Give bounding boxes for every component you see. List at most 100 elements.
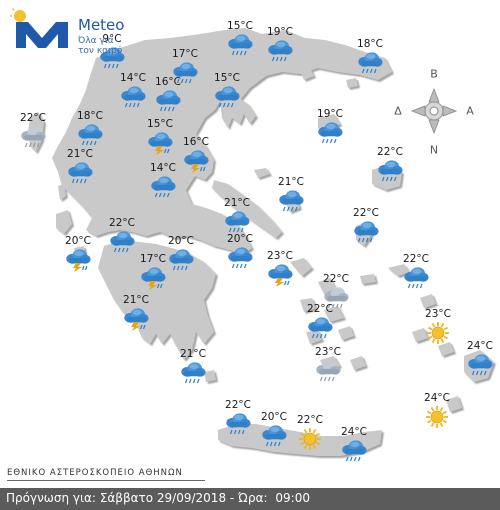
cyclades bbox=[290, 258, 366, 372]
observatory-underline bbox=[7, 480, 205, 481]
station-temperature: 20°C bbox=[227, 233, 253, 245]
station-temperature: 24°C bbox=[467, 340, 493, 352]
station-temperature: 22°C bbox=[109, 217, 135, 229]
rain-cloud-icon bbox=[265, 39, 295, 68]
station-temperature: 23°C bbox=[267, 250, 293, 262]
logo-name: Meteo bbox=[78, 16, 125, 34]
forecast-time-label: Ώρα: bbox=[238, 491, 268, 505]
station-temperature: 22°C bbox=[20, 112, 46, 124]
rain-cloud-icon bbox=[351, 220, 381, 249]
rain-cloud-icon bbox=[178, 361, 208, 390]
logo-tagline: Όλα για τον καιρό bbox=[78, 36, 123, 56]
sun-icon bbox=[295, 427, 325, 456]
sun-icon bbox=[422, 405, 452, 434]
station-temperature: 15°C bbox=[227, 20, 253, 32]
rain-cloud-icon bbox=[170, 61, 200, 90]
station-temperature: 17°C bbox=[140, 253, 166, 265]
dodecanese bbox=[412, 294, 494, 412]
rain-cloud-icon bbox=[225, 246, 255, 275]
cloudy-icon bbox=[321, 286, 351, 315]
station-temperature: 22°C bbox=[403, 253, 429, 265]
station-temperature: 15°C bbox=[214, 72, 240, 84]
station-temperature: 16°C bbox=[155, 76, 181, 88]
rain-cloud-icon bbox=[305, 316, 335, 345]
station-temperature: 18°C bbox=[77, 110, 103, 122]
forecast-time: 09:00 bbox=[275, 491, 310, 505]
ikaria bbox=[360, 274, 376, 284]
station-temperature: 20°C bbox=[261, 411, 287, 423]
rain-cloud-icon bbox=[259, 424, 289, 453]
station-temperature: 22°C bbox=[225, 399, 251, 411]
station-temperature: 22°C bbox=[323, 273, 349, 285]
station-temperature: 23°C bbox=[315, 346, 341, 358]
thasos bbox=[300, 68, 314, 80]
rain-cloud-icon bbox=[107, 230, 137, 259]
rain-cloud-icon bbox=[401, 266, 431, 295]
thunderstorm-icon bbox=[63, 248, 93, 277]
station-temperature: 21°C bbox=[224, 197, 250, 209]
station-temperature: 22°C bbox=[353, 207, 379, 219]
rain-cloud-icon bbox=[75, 123, 105, 152]
rain-cloud-icon bbox=[225, 33, 255, 62]
rain-cloud-icon bbox=[276, 189, 306, 218]
rain-cloud-icon bbox=[315, 121, 345, 150]
samos bbox=[388, 264, 410, 276]
forecast-footer: Πρόγνωση για: Σάββατο 29/09/2018 - Ώρα: … bbox=[0, 488, 500, 510]
sporades bbox=[254, 168, 270, 178]
station-temperature: 22°C bbox=[377, 146, 403, 158]
forecast-date: Σάββατο 29/09/2018 bbox=[99, 491, 227, 505]
station-temperature: 18°C bbox=[357, 38, 383, 50]
thunderstorm-icon bbox=[121, 307, 151, 336]
rain-cloud-icon bbox=[375, 159, 405, 188]
meteo-logo: Meteo Όλα για τον καιρό bbox=[10, 6, 130, 56]
compass-north-label: Β bbox=[430, 67, 438, 81]
rain-cloud-icon bbox=[118, 85, 148, 114]
rain-cloud-icon bbox=[153, 89, 183, 118]
cloudy-icon bbox=[18, 125, 48, 154]
compass-west-label: Δ bbox=[394, 104, 402, 118]
samothraki bbox=[346, 78, 358, 88]
peloponnese bbox=[98, 240, 216, 360]
station-temperature: 24°C bbox=[341, 426, 367, 438]
thunderstorm-icon bbox=[265, 263, 295, 292]
compass-rose bbox=[410, 87, 458, 135]
station-temperature: 17°C bbox=[172, 48, 198, 60]
rain-cloud-icon bbox=[222, 210, 252, 239]
station-temperature: 19°C bbox=[317, 108, 343, 120]
station-temperature: 14°C bbox=[150, 162, 176, 174]
forecast-prefix: Πρόγνωση για: bbox=[6, 491, 96, 505]
station-temperature: 21°C bbox=[123, 294, 149, 306]
station-temperature: 22°C bbox=[297, 414, 323, 426]
sun-icon bbox=[423, 321, 453, 350]
mainland-north bbox=[52, 28, 392, 254]
station-temperature: 21°C bbox=[67, 148, 93, 160]
meteo-m-icon bbox=[10, 6, 68, 48]
station-temperature: 22°C bbox=[307, 303, 333, 315]
crete bbox=[218, 424, 382, 456]
station-temperature: 24°C bbox=[424, 392, 450, 404]
station-temperature: 19°C bbox=[267, 26, 293, 38]
compass-east-label: Α bbox=[466, 104, 474, 118]
station-temperature: 21°C bbox=[180, 348, 206, 360]
rain-cloud-icon bbox=[465, 353, 495, 382]
evia bbox=[212, 180, 282, 238]
lefkada bbox=[58, 184, 66, 200]
forecast-separator: - bbox=[229, 491, 235, 505]
kythira bbox=[204, 370, 216, 382]
rain-cloud-icon bbox=[148, 175, 178, 204]
station-temperature: 9°C bbox=[102, 33, 122, 45]
station-temperature: 20°C bbox=[65, 235, 91, 247]
rain-cloud-icon bbox=[223, 412, 253, 441]
thunderstorm-icon bbox=[181, 149, 211, 178]
station-temperature: 14°C bbox=[120, 72, 146, 84]
thunderstorm-icon bbox=[138, 266, 168, 295]
rain-cloud-icon bbox=[97, 46, 127, 75]
observatory-label: ΕΘΝΙΚΟ ΑΣΤΕΡΟΣΚΟΠΕΙΟ ΑΘΗΝΩΝ bbox=[7, 468, 183, 478]
station-temperature: 15°C bbox=[147, 118, 173, 130]
compass-south-label: Ν bbox=[429, 143, 439, 157]
thunderstorm-icon bbox=[145, 131, 175, 160]
kefalonia bbox=[56, 210, 72, 234]
forecast-info: Πρόγνωση για: Σάββατο 29/09/2018 - Ώρα: … bbox=[6, 491, 310, 505]
station-temperature: 23°C bbox=[425, 308, 451, 320]
